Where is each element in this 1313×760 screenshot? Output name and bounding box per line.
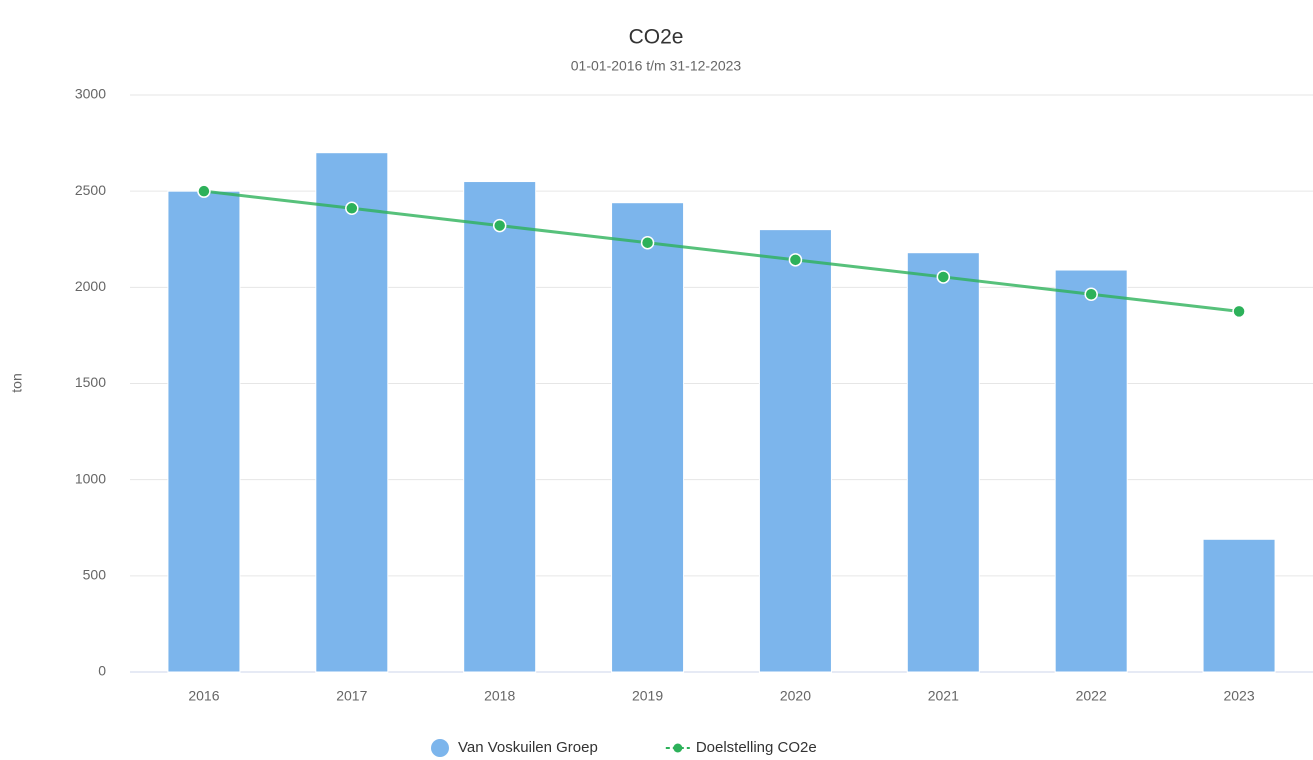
point: [1084, 287, 1098, 302]
legend-marker: [431, 739, 449, 757]
y-tick-label: 500: [83, 567, 107, 583]
bar: [1202, 538, 1276, 673]
point: [492, 218, 507, 233]
bar: [611, 202, 685, 673]
chart-subtitle: 01-01-2016 t/m 31-12-2023: [571, 58, 742, 74]
x-tick-label: 2017: [336, 688, 367, 704]
point: [345, 201, 359, 216]
line: [203, 189, 1240, 313]
bar: [315, 152, 389, 673]
y-tick-label: 3000: [75, 86, 106, 102]
y-tick-label: 2000: [75, 278, 106, 294]
point: [197, 184, 211, 198]
point: [788, 253, 803, 267]
legend-marker: [673, 743, 683, 753]
point: [1232, 304, 1246, 319]
bar: [906, 252, 980, 673]
x-tick-label: 2023: [1223, 688, 1254, 704]
y-tick-label: 2500: [75, 182, 106, 198]
y-tick-label: 1500: [75, 374, 106, 390]
point: [640, 235, 655, 250]
y-axis-label: ton: [9, 373, 25, 392]
chart-title: CO2e: [629, 26, 684, 49]
bar: [1054, 269, 1128, 673]
bar: [463, 181, 537, 673]
point: [936, 270, 951, 284]
legend-label: Doelstelling CO2e: [696, 739, 817, 756]
y-tick-label: 1000: [75, 470, 106, 486]
x-tick-label: 2019: [632, 688, 663, 704]
bar: [758, 229, 832, 673]
x-tick-label: 2021: [928, 688, 959, 704]
x-tick-label: 2018: [484, 688, 515, 704]
x-tick-label: 2016: [188, 688, 219, 704]
y-tick-label: 0: [98, 663, 106, 679]
legend-label: Van Voskuilen Groep: [458, 739, 598, 756]
x-tick-label: 2022: [1076, 688, 1107, 704]
x-tick-label: 2020: [780, 688, 811, 704]
bar: [167, 190, 241, 673]
